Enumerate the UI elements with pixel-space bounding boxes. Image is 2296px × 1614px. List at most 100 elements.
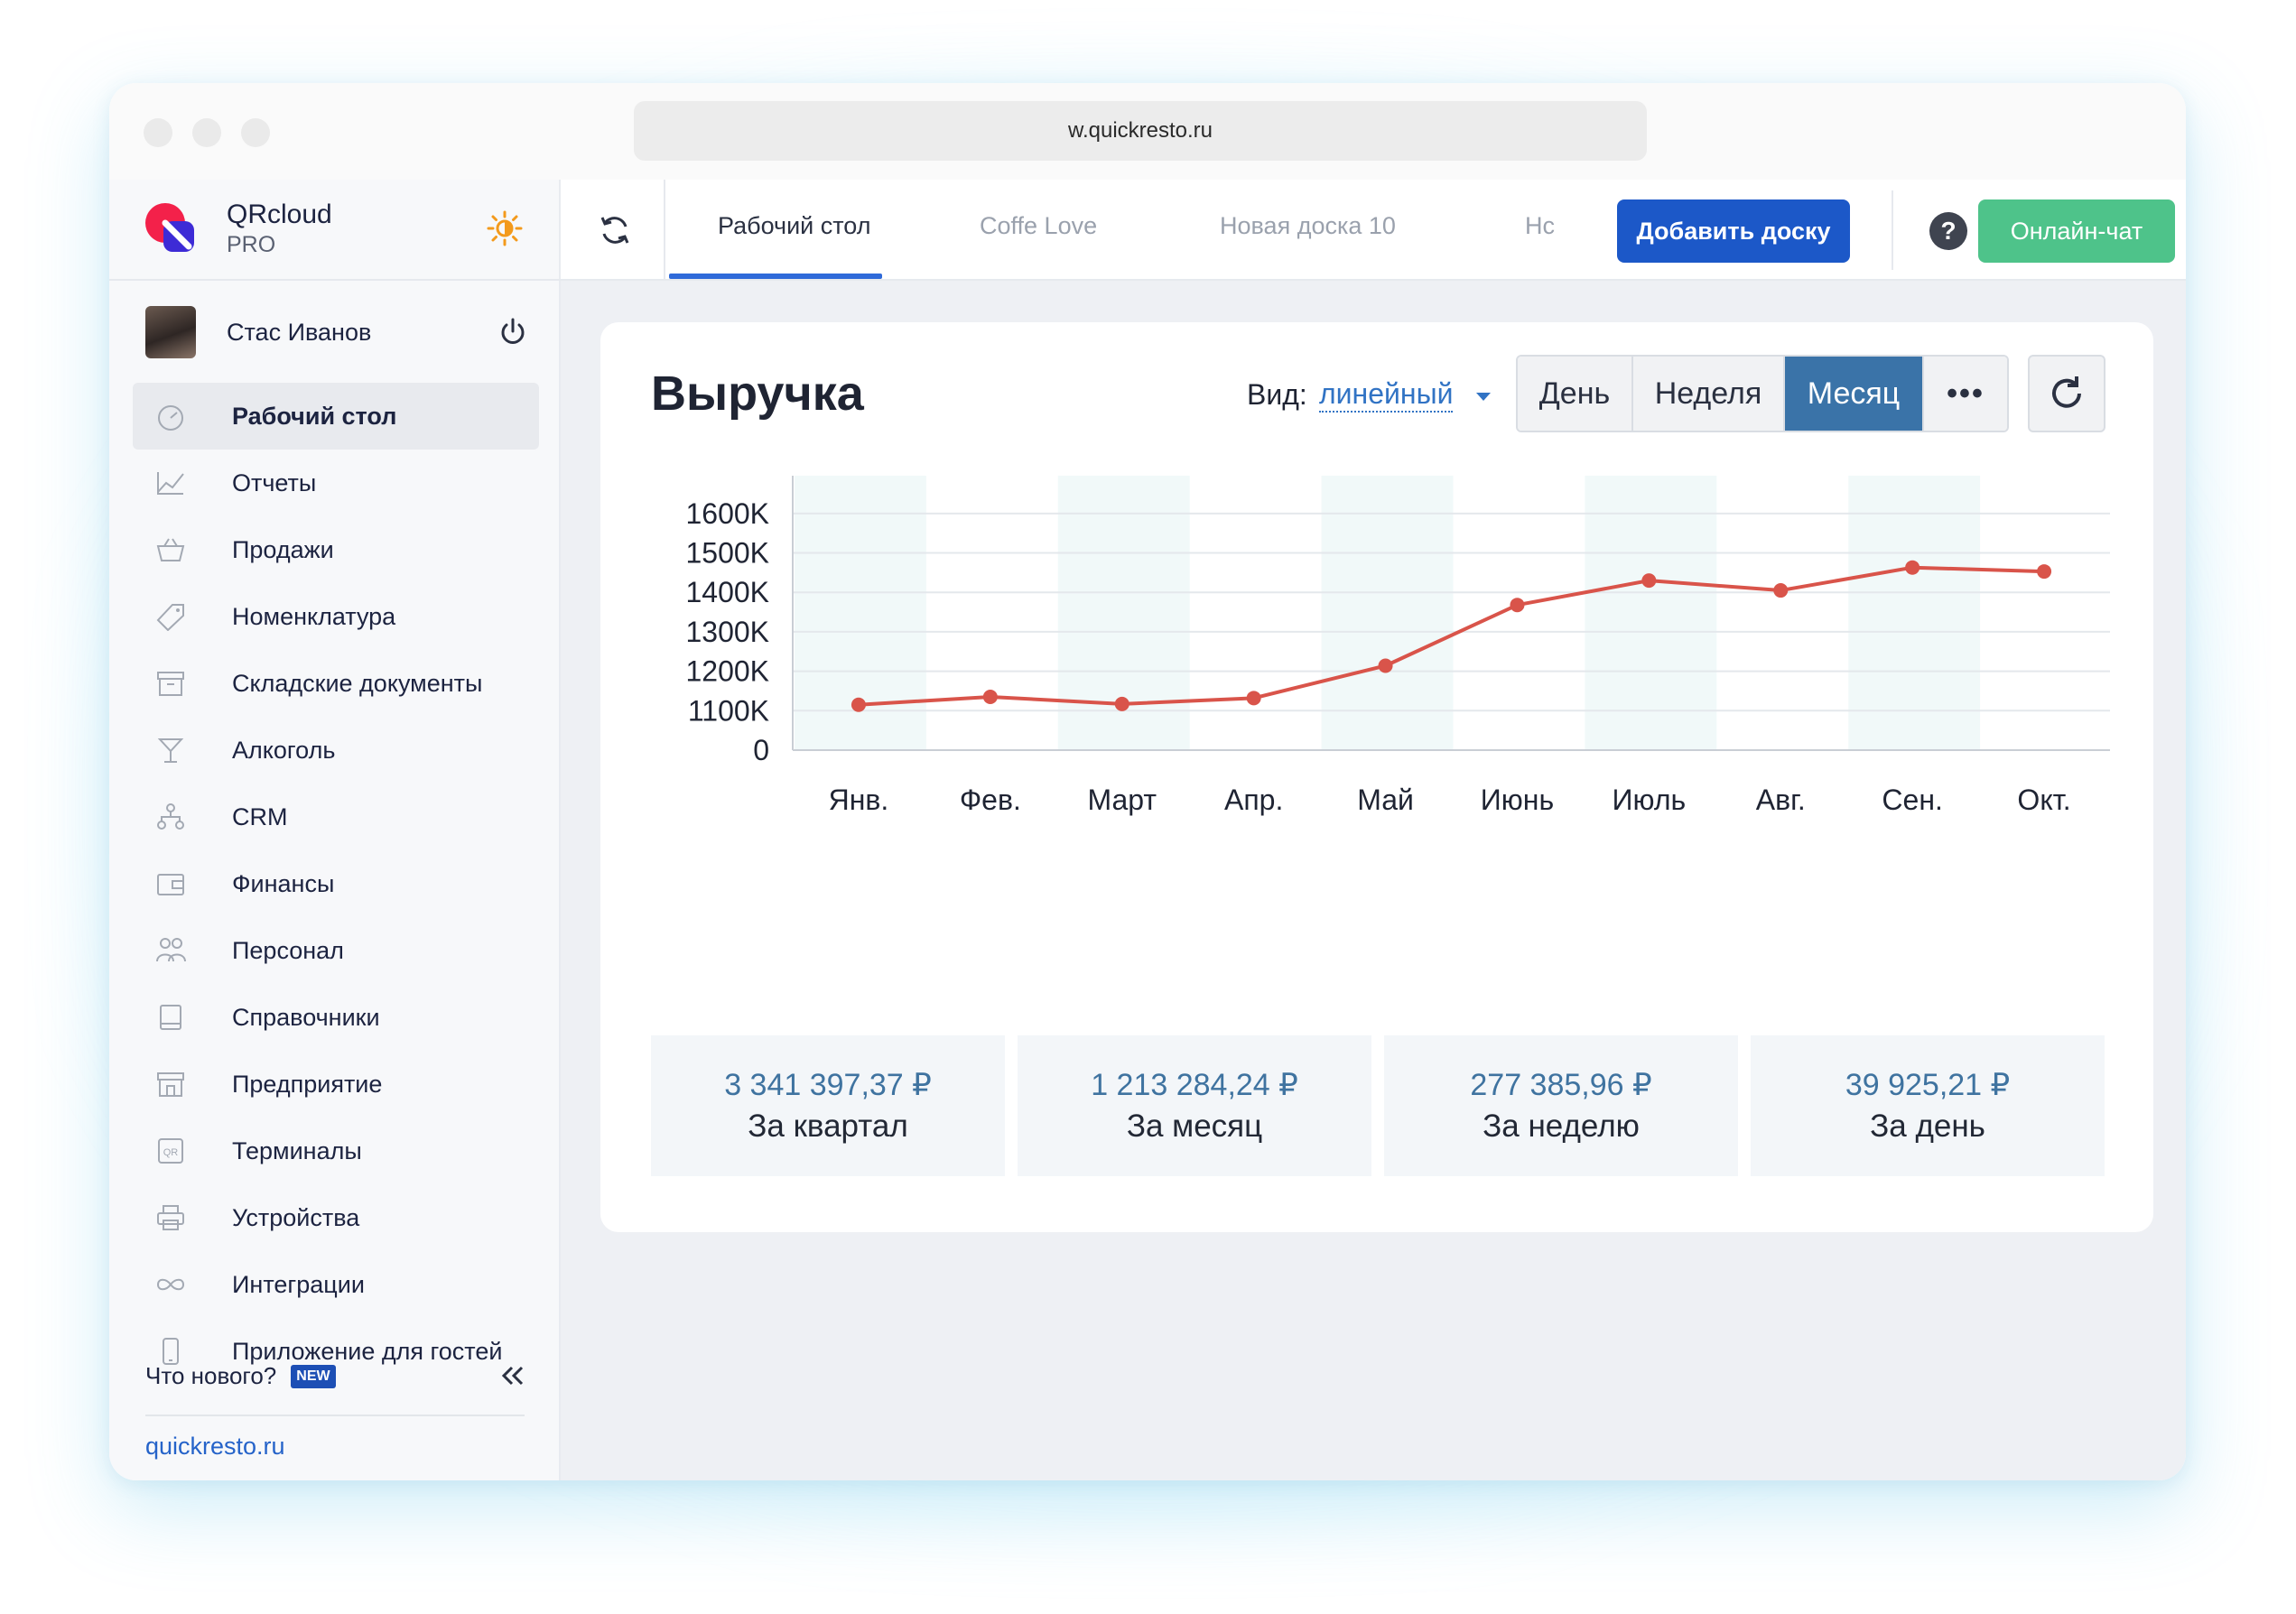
column-band bbox=[1321, 476, 1454, 750]
people-icon bbox=[156, 938, 186, 962]
online-chat-button[interactable]: Онлайн-чат bbox=[1978, 199, 2175, 263]
x-tick-label: Июль bbox=[1613, 784, 1687, 816]
data-point bbox=[1641, 573, 1657, 589]
stat-value: 3 341 397,37 ₽ bbox=[724, 1068, 932, 1102]
sidebar-item-nomenclature[interactable]: Номенклатура bbox=[133, 583, 539, 650]
x-tick-label: Март bbox=[1087, 784, 1157, 816]
collapse-sidebar-icon[interactable] bbox=[499, 1362, 526, 1389]
tab-coffe-love[interactable]: Coffe Love bbox=[980, 212, 1098, 239]
main-area: Выручка Вид: линейный День Неделя Месяц … bbox=[561, 281, 2186, 1480]
data-point bbox=[1510, 598, 1525, 613]
theme-sun-icon[interactable] bbox=[487, 210, 523, 246]
qrcloud-logo-icon bbox=[145, 203, 194, 252]
address-bar[interactable]: w.quickresto.ru bbox=[634, 101, 1647, 161]
dashboard-icon bbox=[158, 405, 183, 431]
avatar[interactable] bbox=[145, 306, 196, 358]
browser-window: w.quickresto.ru QRcloud PRO bbox=[109, 83, 2186, 1480]
sidebar-item-integrations[interactable]: Интеграции bbox=[133, 1251, 539, 1318]
refresh-button[interactable] bbox=[2028, 355, 2105, 432]
printer-icon bbox=[157, 1205, 184, 1230]
sidebar-item-terminals[interactable]: QR Терминалы bbox=[133, 1118, 539, 1184]
phone-icon bbox=[163, 1338, 179, 1365]
whats-new-link[interactable]: Что нового? NEW bbox=[145, 1362, 336, 1390]
sidebar-item-label: Приложение для гостей bbox=[232, 1337, 503, 1365]
y-tick-label: 1400K bbox=[685, 576, 769, 608]
revenue-series-line bbox=[858, 565, 2045, 707]
wallet-icon bbox=[157, 874, 184, 895]
sidebar-item-label: Терминалы bbox=[232, 1136, 362, 1164]
refresh-icon bbox=[2052, 376, 2081, 408]
quickresto-link[interactable]: quickresto.ru bbox=[145, 1433, 285, 1460]
sidebar-item-devices[interactable]: Устройства bbox=[133, 1184, 539, 1251]
sidebar-item-label: Устройства bbox=[232, 1203, 360, 1231]
user-name[interactable]: Стас Иванов bbox=[227, 319, 372, 346]
chevron-down-icon[interactable] bbox=[1476, 393, 1491, 401]
sidebar-item-alcohol[interactable]: Алкоголь bbox=[133, 717, 539, 784]
y-tick-label: 1100K bbox=[688, 694, 769, 727]
period-month-button[interactable]: Месяц bbox=[1785, 357, 1924, 431]
sidebar-item-enterprise[interactable]: Предприятие bbox=[133, 1051, 539, 1118]
power-icon[interactable] bbox=[497, 317, 528, 348]
infinity-icon bbox=[156, 1278, 185, 1291]
basket-icon bbox=[156, 538, 185, 561]
stat-week: 277 385,96 ₽ За неделю bbox=[1384, 1035, 1738, 1176]
sidebar-item-guest-app[interactable]: Приложение для гостей bbox=[133, 1318, 539, 1385]
stat-label: За месяц bbox=[1126, 1108, 1263, 1144]
brand-header: QRcloud PRO bbox=[109, 180, 561, 281]
user-panel: Стас Иванов bbox=[109, 281, 561, 380]
sidebar-item-warehouse-docs[interactable]: Складские документы bbox=[133, 650, 539, 717]
period-week-button[interactable]: Неделя bbox=[1633, 357, 1785, 431]
sidebar-item-label: Персонал bbox=[232, 936, 344, 964]
tab-desktop[interactable]: Рабочий стол bbox=[718, 212, 871, 239]
more-options-button[interactable]: ••• bbox=[1924, 357, 2007, 431]
archive-box-icon bbox=[157, 672, 184, 696]
org-chart-icon bbox=[157, 803, 184, 830]
column-band bbox=[1585, 476, 1717, 750]
sync-icon[interactable] bbox=[597, 212, 633, 248]
stat-label: За неделю bbox=[1483, 1108, 1640, 1144]
view-label: Вид: bbox=[1247, 378, 1307, 411]
active-tab-indicator bbox=[669, 274, 882, 279]
sidebar-item-label: Номенклатура bbox=[232, 602, 396, 630]
cocktail-glass-icon bbox=[157, 738, 184, 763]
view-type-dropdown[interactable]: линейный bbox=[1319, 376, 1454, 413]
window-close-dot[interactable] bbox=[144, 118, 172, 147]
data-point bbox=[1246, 691, 1261, 706]
revenue-card: Выручка Вид: линейный День Неделя Месяц … bbox=[600, 322, 2153, 1232]
stat-value: 277 385,96 ₽ bbox=[1470, 1068, 1652, 1102]
period-selector: День Неделя Месяц ••• bbox=[1516, 355, 2009, 432]
brand-plan: PRO bbox=[227, 232, 276, 257]
revenue-line-chart: 1600K 1500K 1400K 1300K 1200K 1100K 0 Янв. Фев. М… bbox=[685, 476, 2110, 816]
period-day-button[interactable]: День bbox=[1518, 357, 1633, 431]
x-tick-label: Апр. bbox=[1224, 784, 1283, 816]
stat-quarter: 3 341 397,37 ₽ За квартал bbox=[651, 1035, 1005, 1176]
tab-truncated[interactable]: Нс bbox=[1525, 212, 1555, 239]
window-minimize-dot[interactable] bbox=[192, 118, 221, 147]
help-icon[interactable]: ? bbox=[1929, 212, 1967, 250]
window-zoom-dot[interactable] bbox=[241, 118, 270, 147]
tag-icon bbox=[156, 604, 184, 631]
sidebar-item-staff[interactable]: Персонал bbox=[133, 917, 539, 984]
sidebar-item-directories[interactable]: Справочники bbox=[133, 984, 539, 1051]
sidebar-item-crm[interactable]: CRM bbox=[133, 784, 539, 850]
sidebar-item-sales[interactable]: Продажи bbox=[133, 516, 539, 583]
qr-terminal-icon: QR bbox=[158, 1138, 183, 1164]
reports-icon bbox=[157, 472, 184, 495]
tab-separator bbox=[664, 180, 665, 281]
tab-new-board-10[interactable]: Новая доска 10 bbox=[1220, 212, 1396, 239]
sidebar-item-finance[interactable]: Финансы bbox=[133, 850, 539, 917]
stat-label: За день bbox=[1870, 1108, 1985, 1144]
sidebar-item-label: Складские документы bbox=[232, 669, 483, 697]
add-board-button[interactable]: Добавить доску bbox=[1617, 199, 1850, 263]
browser-titlebar: w.quickresto.ru bbox=[109, 83, 2186, 180]
stat-label: За квартал bbox=[748, 1108, 908, 1144]
x-tick-label: Авг. bbox=[1756, 784, 1806, 816]
sidebar-item-label: Рабочий стол bbox=[232, 402, 397, 430]
sidebar-item-reports[interactable]: Отчеты bbox=[133, 450, 539, 516]
sidebar-item-dashboard[interactable]: Рабочий стол bbox=[133, 383, 539, 450]
new-badge: NEW bbox=[291, 1364, 336, 1388]
stat-month: 1 213 284,24 ₽ За месяц bbox=[1018, 1035, 1371, 1176]
sidebar-item-label: Интеграции bbox=[232, 1270, 365, 1298]
data-point bbox=[982, 690, 998, 705]
y-tick-label: 0 bbox=[753, 734, 769, 766]
